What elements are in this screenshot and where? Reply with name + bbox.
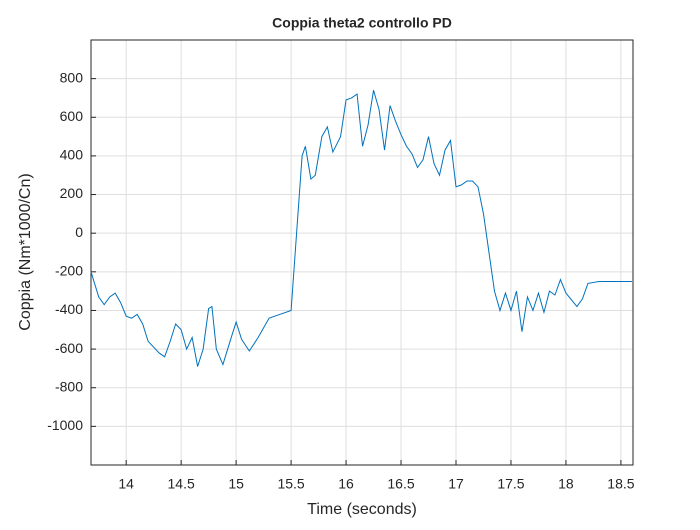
axes-box	[90, 39, 634, 466]
data-line	[90, 90, 632, 367]
y-tick-label: -400	[55, 301, 83, 317]
y-tick-label: 800	[60, 69, 84, 85]
y-tick-label: -600	[55, 340, 83, 356]
y-tick-label: -1000	[47, 417, 83, 433]
x-tick-label: 18	[558, 476, 574, 492]
y-tick-label: -800	[55, 378, 83, 394]
x-tick-label: 16.5	[387, 476, 414, 492]
chart-title: Coppia theta2 controllo PD	[272, 15, 452, 31]
x-axis-label: Time (seconds)	[307, 501, 417, 518]
y-tick-label: 400	[60, 147, 84, 163]
x-tick-label: 17.5	[497, 476, 524, 492]
x-tick-label: 14	[118, 476, 134, 492]
y-tick-label: 0	[75, 224, 83, 240]
plot-area	[91, 40, 633, 465]
x-tick-label: 16	[338, 476, 354, 492]
x-tick-label: 18.5	[607, 476, 634, 492]
x-tick-label: 14.5	[168, 476, 195, 492]
y-tick-label: -200	[55, 263, 83, 279]
x-tick-label: 15	[228, 476, 244, 492]
y-tick-label: 600	[60, 108, 84, 124]
x-tick-label: 17	[448, 476, 464, 492]
x-tick-label: 15.5	[277, 476, 304, 492]
y-axis-label: Coppia (Nm*1000/Cn)	[17, 173, 34, 330]
y-tick-label: 200	[60, 185, 84, 201]
